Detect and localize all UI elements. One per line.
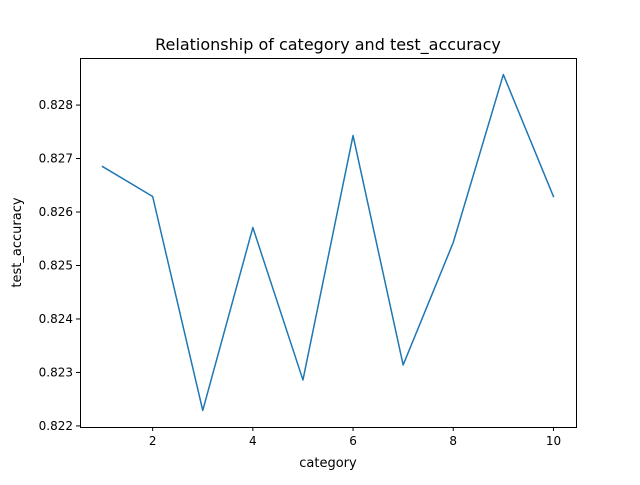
y-tick-label: 0.822: [39, 419, 73, 433]
y-tick-label: 0.828: [39, 98, 73, 112]
x-tick-label: 8: [449, 434, 457, 448]
x-tick-label: 6: [349, 434, 357, 448]
x-axis-label: category: [299, 456, 357, 471]
x-tick-label: 2: [149, 434, 157, 448]
y-tick-label: 0.827: [39, 152, 73, 166]
y-tick-label: 0.824: [39, 312, 73, 326]
x-tick-label: 4: [249, 434, 257, 448]
y-tick-label: 0.825: [39, 258, 73, 272]
axis-ticks: 2 4 6 8 10 0.822 0.823 0.824 0.825 0.826 0.827 0.82…: [39, 98, 561, 448]
plot-area: [80, 58, 576, 427]
y-tick-label: 0.826: [39, 205, 73, 219]
y-tick-label: 0.823: [39, 365, 73, 379]
y-axis-label: test_accuracy: [10, 197, 25, 287]
plot-frame: [80, 58, 577, 428]
x-tick-label: 10: [546, 434, 561, 448]
chart-title: Relationship of category and test_accura…: [155, 35, 501, 55]
series-line: [101, 73, 555, 412]
